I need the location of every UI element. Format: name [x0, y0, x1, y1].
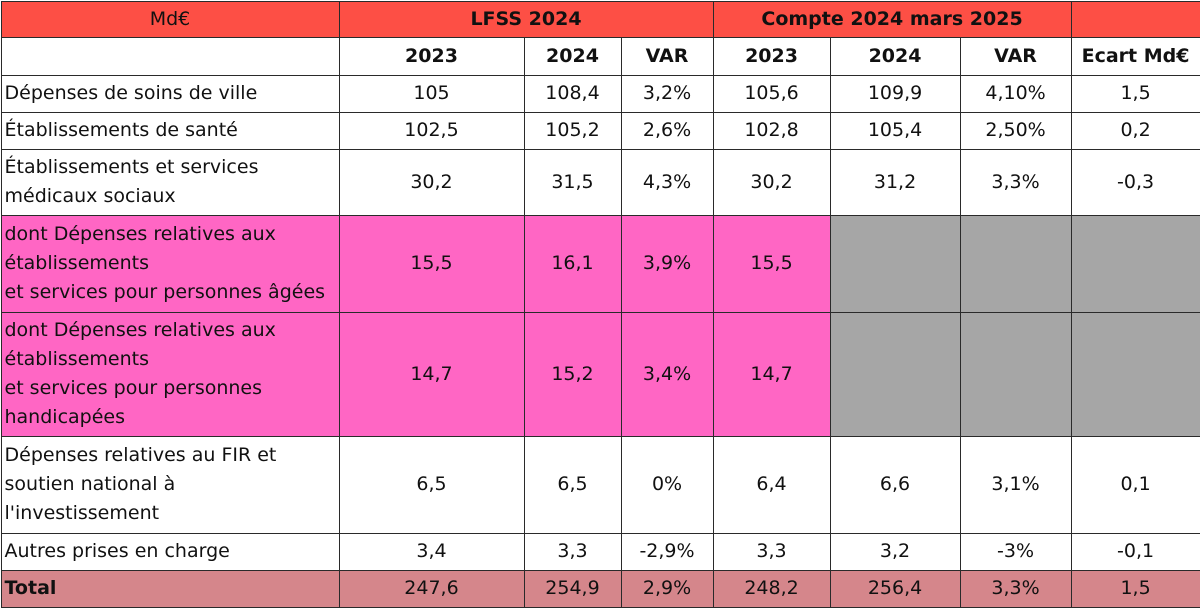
lfss-2024-cell: 15,2: [524, 312, 621, 436]
row-label: dont Dépenses relatives aux établissemen…: [1, 215, 339, 312]
compte-var-empty-cell: [960, 215, 1071, 312]
compte-2023-cell: 15,5: [713, 215, 830, 312]
column-header-row: 2023 2024 VAR 2023 2024 VAR Ecart Md€: [1, 37, 1200, 75]
compte-2024-cell: 6,6: [830, 436, 960, 533]
lfss-var-cell: 3,4%: [621, 312, 713, 436]
table-row: Autres prises en charge 3,4 3,3 -2,9% 3,…: [1, 533, 1200, 570]
compte-2023-header: 2023: [713, 37, 830, 75]
lfss-var-cell: 4,3%: [621, 149, 713, 215]
table-row: Établissements de santé 102,5 105,2 2,6%…: [1, 112, 1200, 149]
ecart-empty-cell: [1071, 312, 1200, 436]
compte-var-total: 3,3%: [960, 570, 1071, 607]
header-group-row: Md€ LFSS 2024 Compte 2024 mars 2025: [1, 1, 1200, 37]
row-label: Établissements de santé: [1, 112, 339, 149]
row-label: Autres prises en charge: [1, 533, 339, 570]
ecart-header: Ecart Md€: [1071, 37, 1200, 75]
lfss-2023-cell: 15,5: [339, 215, 524, 312]
compte-2023-cell: 102,8: [713, 112, 830, 149]
table-row-highlighted: dont Dépenses relatives aux établissemen…: [1, 312, 1200, 436]
compte-2024-cell: 105,4: [830, 112, 960, 149]
lfss-2024-header: LFSS 2024: [339, 1, 713, 37]
lfss-var-cell: 3,9%: [621, 215, 713, 312]
compte-var-cell: 4,10%: [960, 75, 1071, 112]
compte-2024-cell: 109,9: [830, 75, 960, 112]
compte-2024-empty-cell: [830, 215, 960, 312]
compte-var-header: VAR: [960, 37, 1071, 75]
total-label: Total: [1, 570, 339, 607]
compte-var-cell: -3%: [960, 533, 1071, 570]
total-row: Total 247,6 254,9 2,9% 248,2 256,4 3,3% …: [1, 570, 1200, 607]
lfss-2023-total: 247,6: [339, 570, 524, 607]
lfss-2023-cell: 105: [339, 75, 524, 112]
ecart-cell: -0,1: [1071, 533, 1200, 570]
lfss-2024-cell: 31,5: [524, 149, 621, 215]
row-label: Dépenses de soins de ville: [1, 75, 339, 112]
lfss-var-cell: 2,6%: [621, 112, 713, 149]
lfss-2024-cell: 6,5: [524, 436, 621, 533]
compte-2023-cell: 14,7: [713, 312, 830, 436]
compte-var-cell: 3,3%: [960, 149, 1071, 215]
compte-var-cell: 3,1%: [960, 436, 1071, 533]
lfss-var-total: 2,9%: [621, 570, 713, 607]
table-row: Établissements et services médicaux soci…: [1, 149, 1200, 215]
lfss-2023-cell: 14,7: [339, 312, 524, 436]
lfss-2024-cell: 3,3: [524, 533, 621, 570]
lfss-2023-cell: 30,2: [339, 149, 524, 215]
compte-2023-cell: 105,6: [713, 75, 830, 112]
lfss-2024-cell: 105,2: [524, 112, 621, 149]
compte-2023-cell: 6,4: [713, 436, 830, 533]
lfss-2024-cell: 108,4: [524, 75, 621, 112]
compte-2023-total: 248,2: [713, 570, 830, 607]
compte-2023-cell: 30,2: [713, 149, 830, 215]
lfss-2024-col-header: 2024: [524, 37, 621, 75]
compte-var-cell: 2,50%: [960, 112, 1071, 149]
table-row: Dépenses de soins de ville 105 108,4 3,2…: [1, 75, 1200, 112]
compte-var-empty-cell: [960, 312, 1071, 436]
row-label: Dépenses relatives au FIR et soutien nat…: [1, 436, 339, 533]
label-column-header: [1, 37, 339, 75]
ecart-cell: 0,1: [1071, 436, 1200, 533]
ecart-cell: 1,5: [1071, 75, 1200, 112]
lfss-2023-cell: 102,5: [339, 112, 524, 149]
row-label: dont Dépenses relatives aux établissemen…: [1, 312, 339, 436]
blank-header: [1071, 1, 1200, 37]
lfss-var-cell: 0%: [621, 436, 713, 533]
lfss-var-cell: -2,9%: [621, 533, 713, 570]
compte-2024-empty-cell: [830, 312, 960, 436]
lfss-2023-cell: 3,4: [339, 533, 524, 570]
compte-2024-col-header: 2024: [830, 37, 960, 75]
ecart-cell: -0,3: [1071, 149, 1200, 215]
lfss-2023-header: 2023: [339, 37, 524, 75]
ecart-total: 1,5: [1071, 570, 1200, 607]
unit-header: Md€: [1, 1, 339, 37]
ecart-empty-cell: [1071, 215, 1200, 312]
lfss-var-header: VAR: [621, 37, 713, 75]
compte-2024-header: Compte 2024 mars 2025: [713, 1, 1071, 37]
lfss-2023-cell: 6,5: [339, 436, 524, 533]
table-row-highlighted: dont Dépenses relatives aux établissemen…: [1, 215, 1200, 312]
compte-2024-cell: 3,2: [830, 533, 960, 570]
lfss-2024-total: 254,9: [524, 570, 621, 607]
table-row: Dépenses relatives au FIR et soutien nat…: [1, 436, 1200, 533]
lfss-var-cell: 3,2%: [621, 75, 713, 112]
row-label: Établissements et services médicaux soci…: [1, 149, 339, 215]
compte-2024-total: 256,4: [830, 570, 960, 607]
ecart-cell: 0,2: [1071, 112, 1200, 149]
lfss-2024-cell: 16,1: [524, 215, 621, 312]
compte-2024-cell: 31,2: [830, 149, 960, 215]
compte-2023-cell: 3,3: [713, 533, 830, 570]
